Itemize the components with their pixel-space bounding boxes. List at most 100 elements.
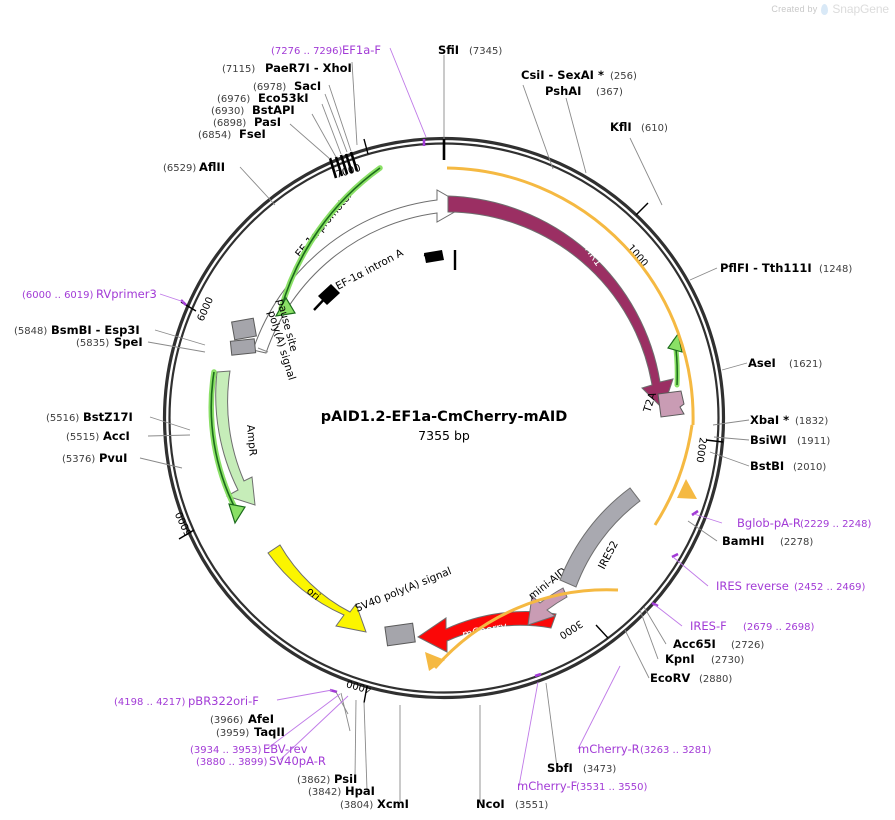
enzyme-pos: (1621) bbox=[789, 359, 822, 370]
primer-name: IRES reverse bbox=[716, 579, 789, 593]
primer-label-rvprimer3: (6000 .. 6019) RVprimer3 bbox=[22, 287, 157, 301]
enzyme-pos: (6976) bbox=[217, 94, 250, 105]
enzyme-name: PvuI bbox=[99, 451, 127, 465]
primer-range: (3531 .. 3550) bbox=[576, 782, 648, 793]
primer-label-group-right: Bglob-pA-R (2229 .. 2248) IRES reverse (… bbox=[690, 516, 872, 633]
enzyme-pos: (2278) bbox=[780, 537, 813, 548]
watermark-prefix: Created by bbox=[771, 4, 818, 14]
enzyme-name: HpaI bbox=[345, 784, 375, 798]
enzyme-name: BsiWI bbox=[750, 433, 787, 447]
enzyme-label: KflI (610) bbox=[610, 120, 668, 134]
enzyme-name: PshAI bbox=[545, 84, 581, 98]
primer-name: Bglob-pA-R bbox=[737, 516, 801, 530]
enzyme-name: SbfI bbox=[547, 761, 573, 775]
primer-label-pbr322ori-f: (4198 .. 4217) pBR322ori-F bbox=[114, 694, 259, 708]
enzyme-label: AseI (1621) bbox=[748, 356, 822, 370]
enzyme-label: (6854) FseI bbox=[198, 127, 266, 141]
primer-name: EF1a-F bbox=[342, 43, 381, 57]
enzyme-label: Acc65I (2726) bbox=[673, 637, 764, 651]
plasmid-size: 7355 bp bbox=[418, 428, 470, 443]
ef1a-promoter-arc bbox=[274, 165, 383, 317]
enzyme-label-group-left: (5848) BsmBI - Esp3I (5835) SpeI (5516) … bbox=[14, 323, 143, 465]
enzyme-name: PasI bbox=[254, 115, 281, 129]
enzyme-label: PflFI - Tth111I (1248) bbox=[720, 261, 852, 275]
enzyme-name: Eco53kI bbox=[258, 91, 309, 105]
enzyme-label: (7115) PaeR7I - XhoI bbox=[222, 61, 352, 75]
enzyme-name: AseI bbox=[748, 356, 776, 370]
enzyme-pos: (367) bbox=[596, 87, 623, 98]
enzyme-pos: (3473) bbox=[583, 764, 616, 775]
enzyme-name: BstZ17I bbox=[83, 410, 133, 424]
primer-label-ires-reverse: IRES reverse (2452 .. 2469) bbox=[716, 579, 866, 593]
enzyme-pos: (6529) bbox=[163, 163, 196, 174]
primer-label-ebv-rev: (3934 .. 3953) EBV-rev bbox=[190, 742, 308, 756]
primer-label-ef1a-f: (7276 .. 7296) EF1a-F bbox=[271, 43, 381, 57]
primer-range: (3880 .. 3899) bbox=[196, 757, 268, 768]
feature-label-ef1a-intron-a: EF-1α intron A bbox=[334, 247, 406, 293]
enzyme-label: (6978) SacI bbox=[253, 79, 321, 93]
enzyme-label: KpnI (2730) bbox=[665, 652, 744, 666]
enzyme-name: TaqII bbox=[254, 725, 285, 739]
enzyme-label: BsiWI (1911) bbox=[750, 433, 830, 447]
enzyme-pos: (5515) bbox=[66, 432, 99, 443]
feature-label-ires2: IRES2 bbox=[596, 539, 621, 571]
tick-3000: 3000 bbox=[557, 617, 609, 641]
enzyme-label: CsiI - SexAI * (256) bbox=[521, 68, 637, 82]
enzyme-name: BstBI bbox=[750, 459, 784, 473]
enzyme-pos: (3551) bbox=[515, 800, 548, 811]
enzyme-label: (5515) AccI bbox=[66, 429, 130, 443]
primer-name: mCherry-R bbox=[578, 742, 640, 756]
primer-name: EBV-rev bbox=[263, 742, 308, 756]
enzyme-label: (5516) BstZ17I bbox=[46, 410, 133, 424]
enzyme-name: EcoRV bbox=[650, 671, 690, 685]
primer-name: IRES-F bbox=[690, 619, 727, 633]
enzyme-name: PflFI - Tth111I bbox=[720, 261, 812, 275]
primer-range: (2229 .. 2248) bbox=[800, 519, 872, 530]
enzyme-pos: (256) bbox=[610, 71, 637, 82]
enzyme-name: PsiI bbox=[334, 772, 357, 786]
enzyme-label: (6976) Eco53kI bbox=[217, 91, 309, 105]
tick-marks: 1000 2000 3000 4000 5000 6000 70 bbox=[174, 138, 724, 704]
primer-name: mCherry-F bbox=[517, 779, 577, 793]
enzyme-pos: (5848) bbox=[14, 326, 47, 337]
tick-label-1000: 1000 bbox=[625, 243, 650, 269]
enzyme-name: KpnI bbox=[665, 652, 695, 666]
enzyme-label: SbfI (3473) bbox=[547, 761, 616, 775]
enzyme-pos: (1832) bbox=[795, 416, 828, 427]
feature-ires2: IRES2 bbox=[559, 487, 641, 588]
primer-label-mcherry-f: mCherry-F (3531 .. 3550) bbox=[517, 779, 648, 793]
plasmid-title-group: pAID1.2-EF1a-CmCherry-mAID 7355 bp bbox=[321, 409, 568, 443]
enzyme-name: NcoI bbox=[476, 797, 505, 811]
enzyme-name: SpeI bbox=[114, 335, 143, 349]
enzyme-label: (6930) BstAPI bbox=[211, 103, 295, 117]
enzyme-name: PaeR7I - XhoI bbox=[265, 61, 352, 75]
primer-label-ires-f: IRES-F (2679 .. 2698) bbox=[690, 619, 815, 633]
enzyme-pos: (3842) bbox=[308, 787, 341, 798]
enzyme-name: XbaI * bbox=[750, 413, 789, 427]
orf-orange-arrowheads bbox=[425, 479, 697, 671]
enzyme-pos: (3959) bbox=[216, 728, 249, 739]
enzyme-pos: (1248) bbox=[819, 264, 852, 275]
ostir1-green-arc bbox=[667, 332, 683, 388]
enzyme-pos: (6930) bbox=[211, 106, 244, 117]
enzyme-name: AfeI bbox=[248, 712, 274, 726]
enzyme-name: SfiI bbox=[438, 43, 459, 57]
feature-ostir1: OsTIR1 bbox=[447, 195, 674, 410]
primer-range: (6000 .. 6019) bbox=[22, 290, 94, 301]
leader-lines bbox=[139, 47, 750, 802]
enzyme-label: (3842) HpaI bbox=[308, 784, 375, 798]
enzyme-label: (5376) PvuI bbox=[62, 451, 127, 465]
primer-name: SV40pA-R bbox=[269, 754, 326, 768]
primer-name: pBR322ori-F bbox=[188, 694, 259, 708]
feature-t2a: T2A bbox=[641, 390, 685, 418]
enzyme-label: EcoRV (2880) bbox=[650, 671, 732, 685]
enzyme-label-group-bottom-left: (3966) AfeI (3959) TaqII (3862) PsiI (38… bbox=[210, 712, 409, 811]
enzyme-label-group-bottom: NcoI (3551) SbfI (3473) bbox=[476, 761, 616, 811]
feature-label-ampr: AmpR bbox=[244, 424, 259, 456]
enzyme-pos: (1911) bbox=[797, 436, 830, 447]
tick-label-6000: 6000 bbox=[196, 295, 216, 323]
primer-range: (2679 .. 2698) bbox=[743, 622, 815, 633]
tick-2000: 2000 bbox=[693, 437, 724, 463]
snapgene-watermark: Created by SnapGene bbox=[771, 2, 889, 16]
